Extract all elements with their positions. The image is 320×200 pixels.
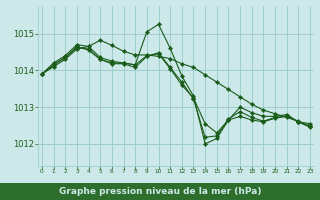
Text: Graphe pression niveau de la mer (hPa): Graphe pression niveau de la mer (hPa) bbox=[59, 187, 261, 196]
